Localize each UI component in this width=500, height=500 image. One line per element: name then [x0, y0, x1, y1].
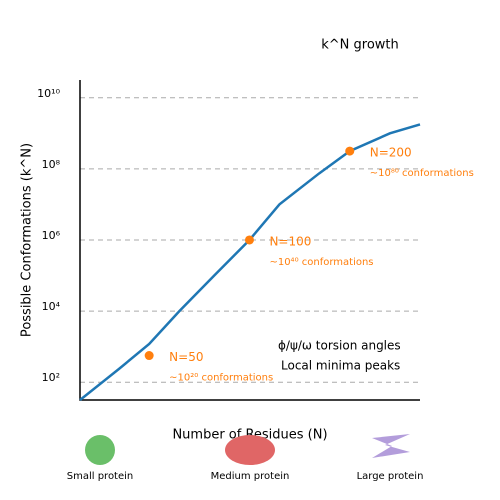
y-axis-label: Possible Conformations (k^N) [20, 143, 35, 337]
point-label: N=200 [370, 146, 412, 160]
y-tick-label: 10⁴ [42, 300, 61, 313]
y-tick-label: 10⁶ [42, 229, 61, 242]
icon [85, 435, 115, 465]
point-note: ~10²⁰ conformations [169, 373, 273, 384]
point-note: ~10⁴⁰ conformations [269, 257, 373, 268]
chart-title: k^N growth [321, 38, 399, 53]
point [244, 235, 254, 245]
point-label: N=50 [169, 350, 203, 364]
icon-label: Large protein [357, 471, 424, 482]
annotation: ϕ/ψ/ω torsion angles [278, 339, 401, 353]
icon [372, 434, 410, 458]
y-tick-label: 10⁸ [42, 158, 61, 171]
point [345, 146, 355, 156]
icon-label: Small protein [67, 471, 134, 482]
point-label: N=100 [269, 234, 311, 248]
y-tick-label: 10¹⁰ [37, 87, 60, 100]
icon-label: Medium protein [211, 471, 290, 482]
point-note: ~10⁸⁰ conformations [370, 168, 474, 179]
icon [225, 435, 275, 465]
annotation: Local minima peaks [281, 359, 400, 373]
y-tick-label: 10² [42, 371, 60, 384]
point [144, 351, 154, 361]
